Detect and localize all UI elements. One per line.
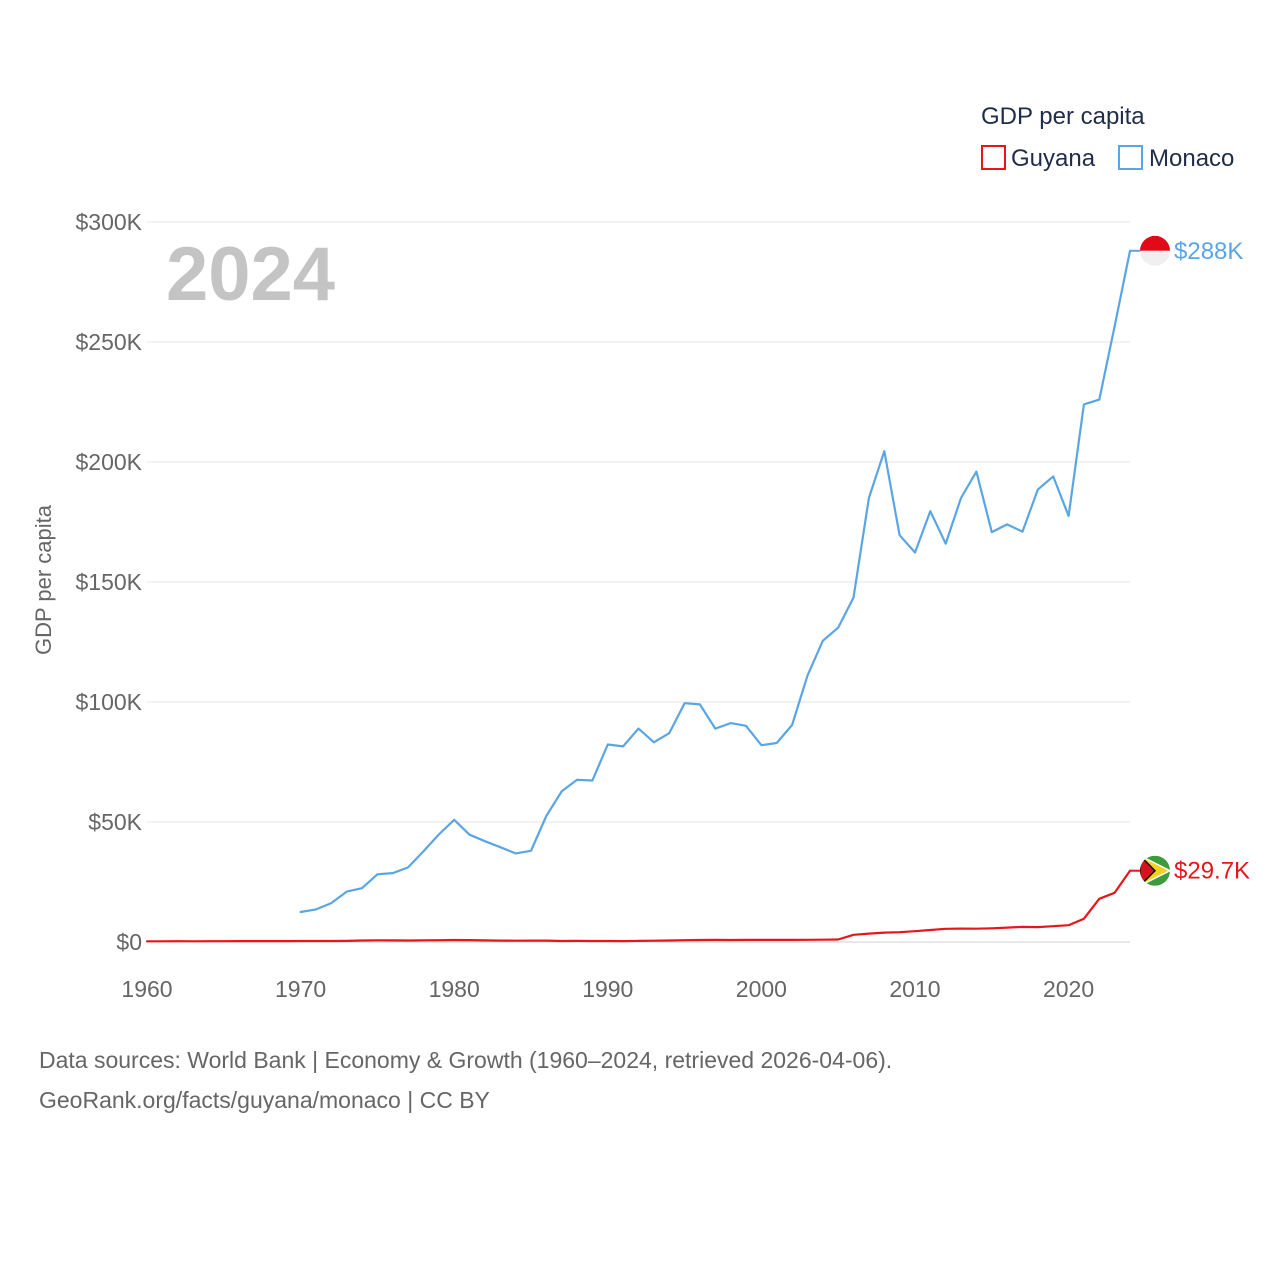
legend-swatch-monaco	[1118, 145, 1143, 170]
legend-swatch-guyana	[981, 145, 1006, 170]
legend-title: GDP per capita	[981, 103, 1145, 130]
legend-label-monaco: Monaco	[1149, 145, 1234, 172]
x-tick-label: 1980	[429, 976, 480, 1002]
end-label-guyana: $29.7K	[1174, 858, 1250, 885]
series-layer	[145, 249, 1132, 943]
guyana-flag-icon	[1140, 855, 1170, 886]
monaco-flag-icon	[1140, 235, 1170, 266]
x-tick-label: 1960	[121, 976, 172, 1002]
x-tick-label: 2010	[889, 976, 940, 1002]
y-tick-label: $50K	[88, 809, 142, 835]
y-tick-label: $250K	[75, 329, 142, 355]
series-line-monaco[interactable]	[299, 249, 1132, 914]
x-tick-label: 1970	[275, 976, 326, 1002]
marker-layer: $29.7K $288K	[1130, 235, 1250, 886]
x-tick-label: 2020	[1043, 976, 1094, 1002]
axis-layer: $0 $50K $100K $150K $200K $250K $300K 1960 1970 1…	[75, 209, 1094, 1002]
legend-label-guyana: Guyana	[1011, 145, 1096, 172]
year-label: 2024	[166, 232, 335, 317]
y-tick-label: $150K	[75, 569, 142, 595]
y-tick-label: $100K	[75, 689, 142, 715]
y-tick-label: $0	[116, 929, 142, 955]
legend-item-monaco[interactable]: Monaco	[1118, 145, 1234, 172]
footer-source: Data sources: World Bank | Economy & Gro…	[39, 1047, 892, 1073]
grid-layer	[147, 221, 1130, 943]
series-line-guyana[interactable]	[145, 869, 1132, 943]
x-tick-label: 2000	[736, 976, 787, 1002]
end-label-monaco: $288K	[1174, 238, 1243, 265]
x-tick-label: 1990	[582, 976, 633, 1002]
y-axis-title: GDP per capita	[31, 504, 56, 655]
legend-item-guyana[interactable]: Guyana	[981, 145, 1096, 172]
footer-credit[interactable]: GeoRank.org/facts/guyana/monaco | CC BY	[39, 1087, 490, 1113]
y-tick-label: $200K	[75, 449, 142, 475]
legend: GDP per capita Guyana Monaco	[981, 103, 1234, 172]
y-tick-label: $300K	[75, 209, 142, 235]
